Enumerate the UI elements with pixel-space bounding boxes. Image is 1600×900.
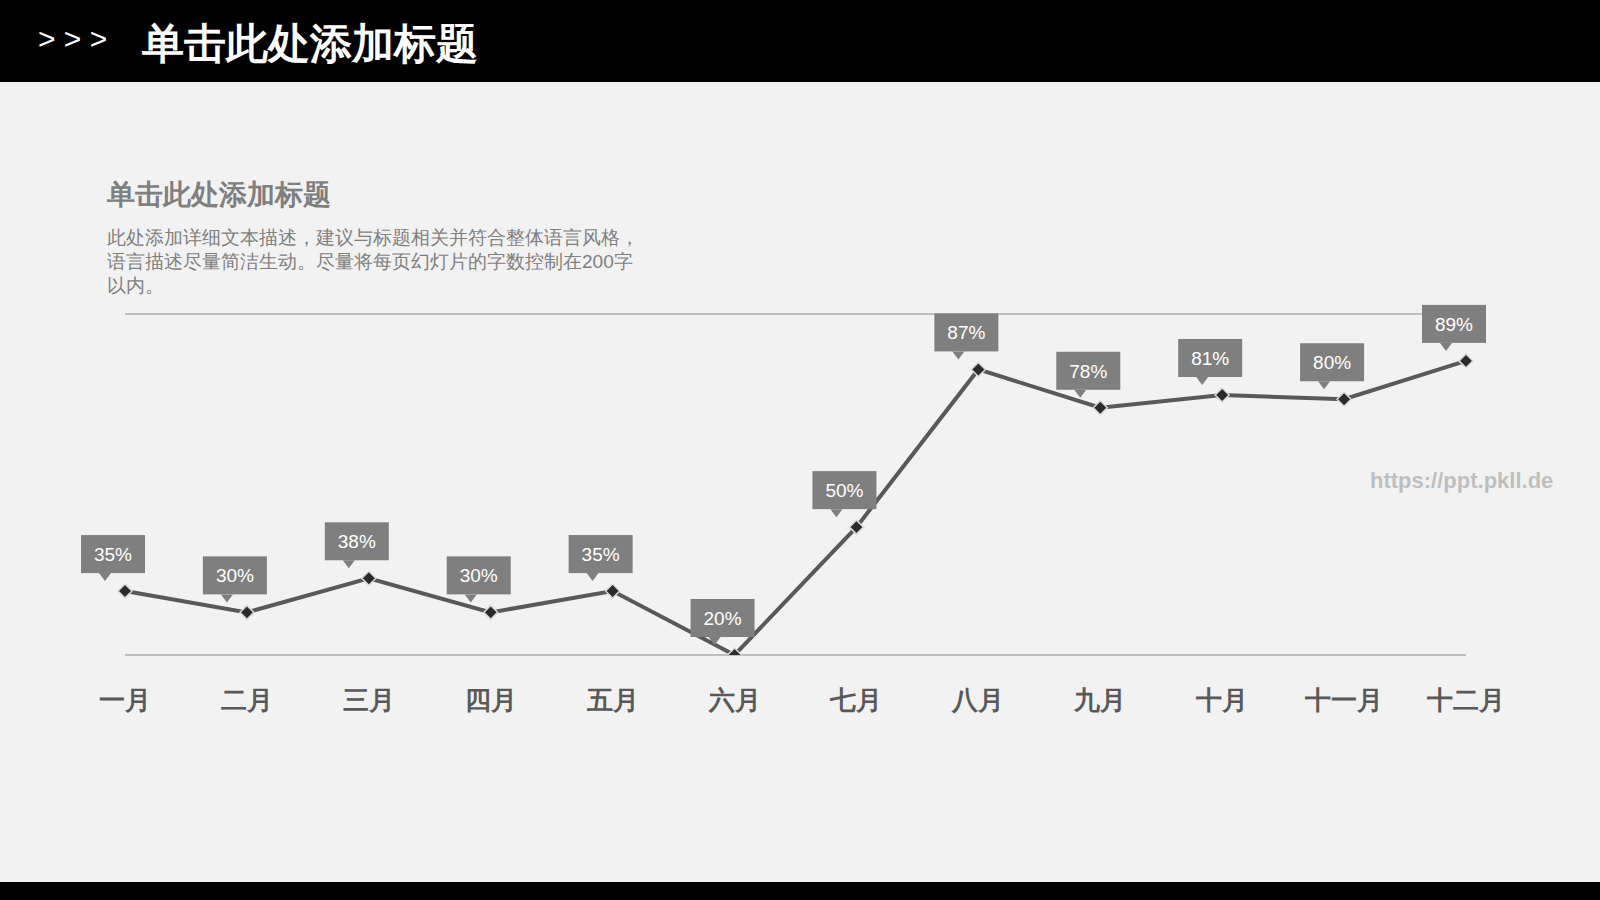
svg-text:七月: 七月 xyxy=(829,685,882,715)
svg-text:35%: 35% xyxy=(582,544,620,565)
svg-text:一月: 一月 xyxy=(99,685,151,715)
svg-text:87%: 87% xyxy=(947,322,985,343)
svg-text:38%: 38% xyxy=(338,531,376,552)
svg-text:八月: 八月 xyxy=(951,685,1004,715)
svg-text:九月: 九月 xyxy=(1073,685,1126,715)
html-text:以内。: 以内。 xyxy=(107,275,164,296)
svg-text:78%: 78% xyxy=(1069,361,1107,382)
svg-text:五月: 五月 xyxy=(586,685,639,715)
svg-text:六月: 六月 xyxy=(708,685,761,715)
svg-text:十二月: 十二月 xyxy=(1426,685,1505,715)
html-text:单击此处添加标题: 单击此处添加标题 xyxy=(142,20,478,67)
svg-text:30%: 30% xyxy=(216,565,254,586)
svg-text:35%: 35% xyxy=(94,544,132,565)
svg-text:89%: 89% xyxy=(1435,314,1473,335)
html-text:单击此处添加标题: 单击此处添加标题 xyxy=(107,179,331,210)
svg-text:十月: 十月 xyxy=(1195,685,1248,715)
svg-text:四月: 四月 xyxy=(465,685,517,715)
svg-text:80%: 80% xyxy=(1313,352,1351,373)
html-text:https://ppt.pkll.de: https://ppt.pkll.de xyxy=(1370,468,1554,493)
svg-text:30%: 30% xyxy=(460,565,498,586)
html-text:语言描述尽量简洁生动。尽量将每页幻灯片的字数控制在200字: 语言描述尽量简洁生动。尽量将每页幻灯片的字数控制在200字 xyxy=(107,251,633,272)
svg-text:81%: 81% xyxy=(1191,348,1229,369)
svg-text:二月: 二月 xyxy=(221,685,273,715)
svg-text:20%: 20% xyxy=(704,608,742,629)
svg-text:十一月: 十一月 xyxy=(1304,685,1383,715)
svg-text:50%: 50% xyxy=(825,480,863,501)
html-text:此处添加详细文本描述，建议与标题相关并符合整体语言风格，: 此处添加详细文本描述，建议与标题相关并符合整体语言风格， xyxy=(107,227,639,248)
svg-text:三月: 三月 xyxy=(343,685,395,715)
